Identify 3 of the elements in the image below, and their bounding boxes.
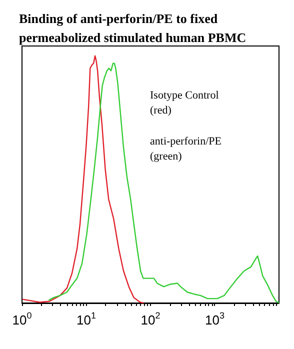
annotation: anti-perforin/PE (green): [150, 136, 222, 162]
annotation: Isotype Control (red): [150, 90, 219, 116]
chart-title: Binding of anti-perforin/PE to fixed permeabolized stimulated human PBMC: [19, 11, 246, 45]
